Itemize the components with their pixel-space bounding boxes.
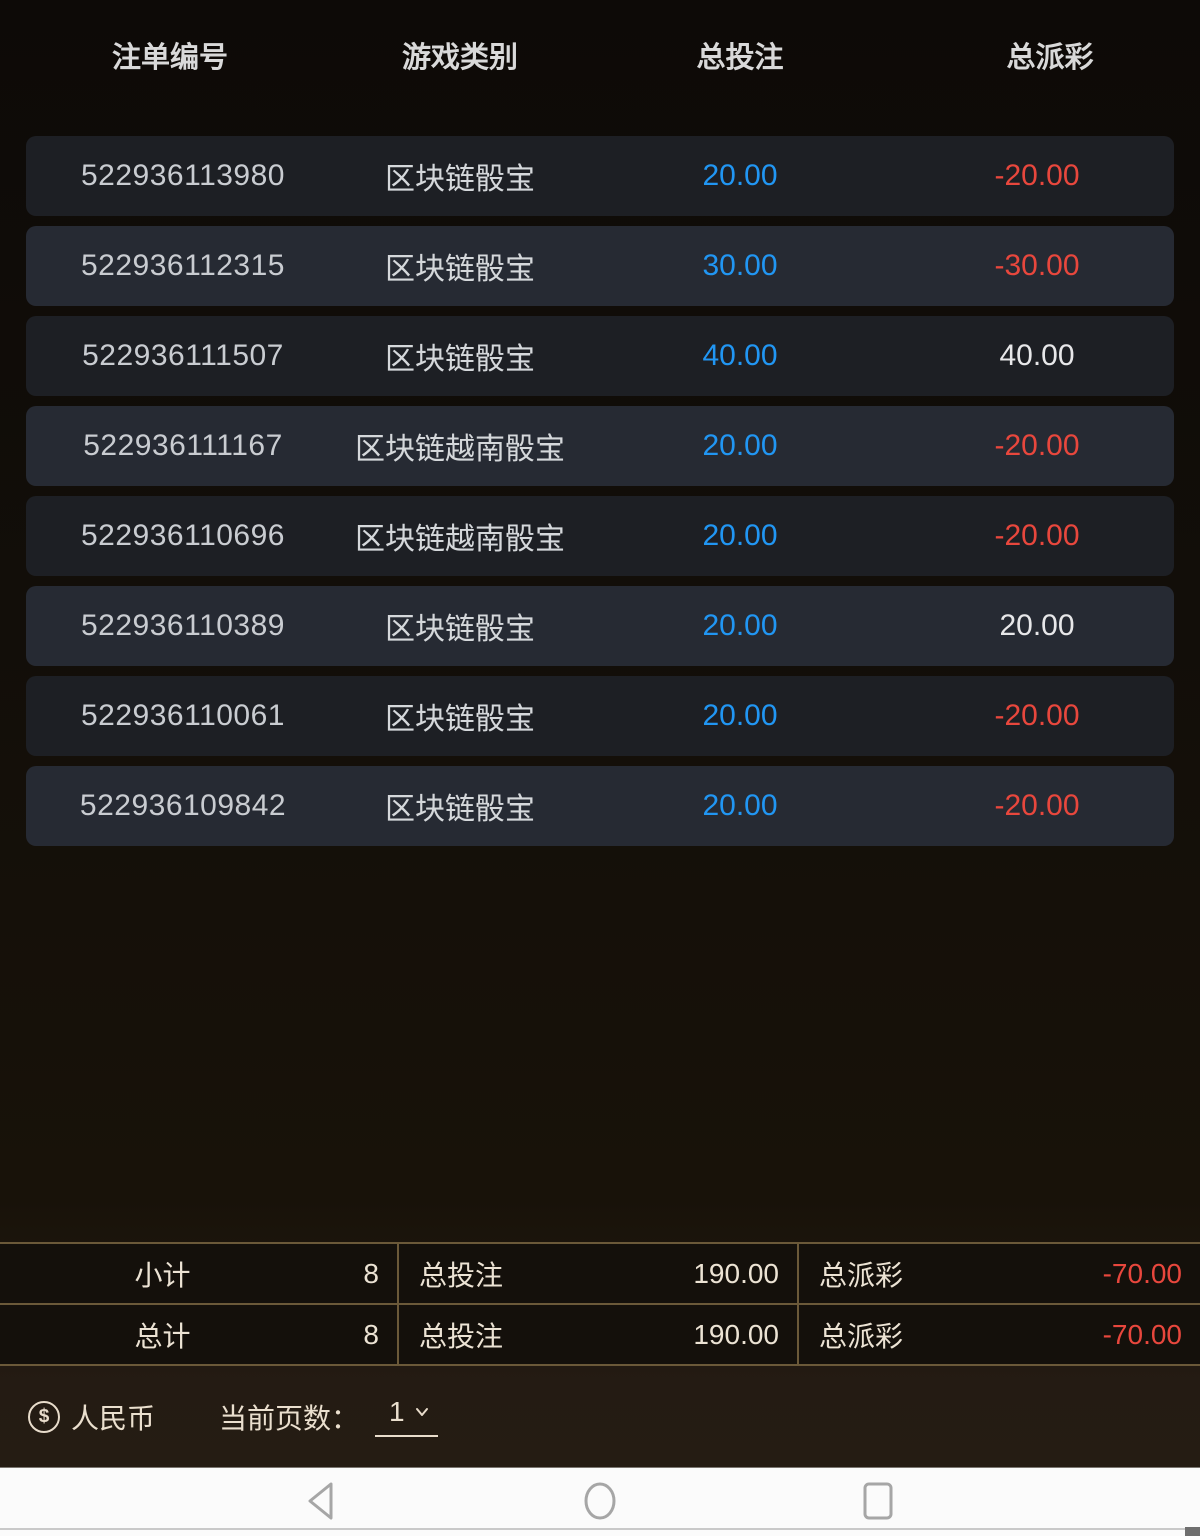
summary-row: 小计 8 总投注 190.00 总派彩 -70.00 <box>0 1244 1200 1305</box>
bet-id-cell: 522936113980 <box>81 159 285 192</box>
game-type-cell: 区块链骰宝 <box>385 613 535 646</box>
total-bet-cell: 20.00 <box>702 429 778 462</box>
bet-id-cell: 522936110061 <box>81 699 285 732</box>
game-type-cell: 区块链骰宝 <box>385 343 535 376</box>
summary-payout-label: 总派彩 <box>819 1320 904 1352</box>
table-row[interactable]: 522936113980 区块链骰宝 20.00 -20.00 <box>26 136 1174 216</box>
summary-row: 总计 8 总投注 190.00 总派彩 -70.00 <box>0 1305 1200 1366</box>
current-page-label: 当前页数： <box>219 1402 360 1434</box>
recents-icon[interactable] <box>856 1479 900 1523</box>
game-type-cell: 区块链越南骰宝 <box>355 523 565 556</box>
current-page-number: 1 <box>389 1396 405 1427</box>
table-row[interactable]: 522936111167 区块链越南骰宝 20.00 -20.00 <box>26 406 1174 486</box>
bet-id-cell: 522936110696 <box>81 519 285 552</box>
dollar-circle-icon: $ <box>28 1400 60 1433</box>
table-row[interactable]: 522936110389 区块链骰宝 20.00 20.00 <box>26 586 1174 666</box>
summary-bet-label: 总投注 <box>419 1259 504 1291</box>
column-header-bet-id: 注单编号 <box>111 42 228 74</box>
game-type-cell: 区块链骰宝 <box>385 163 535 196</box>
total-payout-cell: -20.00 <box>994 789 1080 822</box>
table-row[interactable]: 522936109842 区块链骰宝 20.00 -20.00 <box>26 766 1174 846</box>
total-bet-cell: 20.00 <box>702 609 778 642</box>
total-payout-cell: -20.00 <box>994 519 1080 552</box>
summary-count: 8 <box>363 1257 379 1289</box>
bet-id-cell: 522936109842 <box>79 789 287 822</box>
column-header-total-payout: 总派彩 <box>1006 42 1094 74</box>
total-bet-cell: 30.00 <box>702 249 778 282</box>
table-header: 注单编号 游戏类别 总投注 总派彩 <box>0 0 1200 110</box>
game-type-cell: 区块链骰宝 <box>385 703 535 736</box>
bet-id-cell: 522936111507 <box>82 339 284 372</box>
total-bet-cell: 20.00 <box>702 159 778 192</box>
bet-id-cell: 522936111167 <box>83 429 283 462</box>
scrollbar-thumb[interactable] <box>1185 1527 1200 1536</box>
total-bet-cell: 20.00 <box>702 789 778 822</box>
total-bet-cell: 20.00 <box>702 519 778 552</box>
bet-rows: 522936113980 区块链骰宝 20.00 -20.00 52293611… <box>26 136 1174 856</box>
bet-id-cell: 522936112315 <box>81 249 285 282</box>
summary-count: 8 <box>363 1318 379 1350</box>
table-row[interactable]: 522936110061 区块链骰宝 20.00 -20.00 <box>26 676 1174 756</box>
summary-label: 总计 <box>134 1320 191 1352</box>
column-header-game: 游戏类别 <box>401 42 518 74</box>
total-payout-cell: 40.00 <box>999 339 1075 372</box>
total-payout-cell: -20.00 <box>994 699 1080 732</box>
currency-label: 人民币 <box>71 1402 156 1434</box>
total-payout-cell: -20.00 <box>994 159 1080 192</box>
table-row[interactable]: 522936110696 区块链越南骰宝 20.00 -20.00 <box>26 496 1174 576</box>
summary-payout-label: 总派彩 <box>819 1259 904 1291</box>
game-type-cell: 区块链越南骰宝 <box>355 433 565 466</box>
android-nav-bar <box>0 1468 1200 1536</box>
summary-table: 小计 8 总投注 190.00 总派彩 -70.00 总计 8 总投注 <box>0 1242 1200 1366</box>
chevron-down-icon <box>414 1404 430 1420</box>
nav-divider-line <box>0 1528 1200 1530</box>
home-icon[interactable] <box>578 1479 622 1523</box>
game-type-cell: 区块链骰宝 <box>385 253 535 286</box>
page-select-dropdown[interactable]: 1 <box>375 1396 438 1437</box>
summary-bet-value: 190.00 <box>693 1257 779 1289</box>
summary-label: 小计 <box>134 1259 191 1291</box>
table-row[interactable]: 522936112315 区块链骰宝 30.00 -30.00 <box>26 226 1174 306</box>
game-type-cell: 区块链骰宝 <box>385 793 535 826</box>
bet-id-cell: 522936110389 <box>81 609 285 642</box>
summary-payout-value: -70.00 <box>1102 1318 1182 1350</box>
total-bet-cell: 20.00 <box>702 699 778 732</box>
total-bet-cell: 40.00 <box>702 339 778 372</box>
footer-bar: $ 人民币 当前页数： 1 <box>0 1365 1200 1468</box>
currency-indicator: $ 人民币 <box>28 1397 155 1437</box>
column-header-total-bet: 总投注 <box>696 42 784 74</box>
total-payout-cell: 20.00 <box>999 609 1075 642</box>
table-row[interactable]: 522936111507 区块链骰宝 40.00 40.00 <box>26 316 1174 396</box>
summary-payout-value: -70.00 <box>1102 1257 1182 1289</box>
back-icon[interactable] <box>298 1479 342 1523</box>
total-payout-cell: -20.00 <box>994 429 1080 462</box>
summary-bet-label: 总投注 <box>419 1320 504 1352</box>
summary-bet-value: 190.00 <box>693 1318 779 1350</box>
total-payout-cell: -30.00 <box>994 249 1080 282</box>
